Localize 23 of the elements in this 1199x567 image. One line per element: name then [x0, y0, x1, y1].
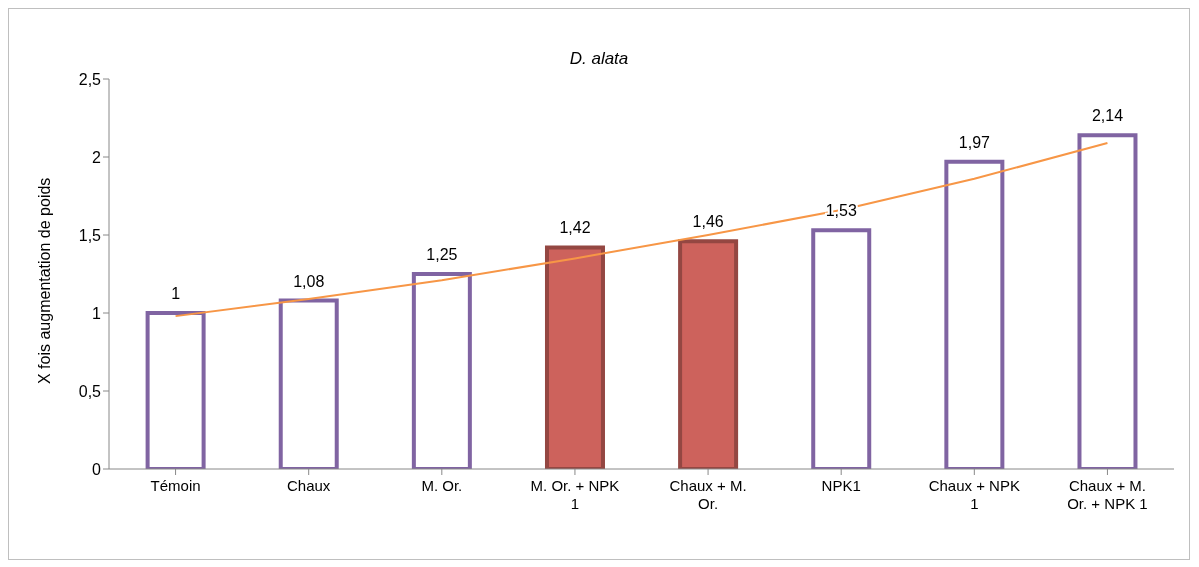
- x-tick-label: M. Or.: [421, 477, 463, 494]
- y-tick-label: 2,5: [78, 70, 102, 88]
- data-label: 2,14: [1091, 107, 1124, 125]
- y-tick-label: 0: [92, 460, 102, 478]
- data-label: 1,97: [958, 133, 991, 151]
- x-tick-label: Chaux: [287, 477, 331, 494]
- x-tick-label: NPK1: [821, 477, 861, 494]
- x-tick-label: Chaux + M. Or.: [669, 477, 747, 512]
- data-label: 1: [171, 285, 181, 302]
- x-tick-label: Témoin: [150, 477, 201, 494]
- y-tick-label: 2: [92, 148, 102, 166]
- y-tick-label: 0,5: [78, 382, 102, 400]
- x-tick-label: Chaux + NPK 1: [928, 477, 1020, 512]
- x-tick-label: Chaux + M. Or. + NPK 1: [1067, 477, 1148, 512]
- chart-title: D. alata: [568, 49, 630, 69]
- data-label: 1,46: [692, 213, 724, 231]
- y-tick-label: 1: [92, 304, 102, 322]
- data-label: 1,25: [426, 246, 458, 263]
- x-tick-label: M. Or. + NPK 1: [530, 477, 620, 512]
- y-tick-label: 1,5: [78, 226, 102, 244]
- data-label: 1,08: [293, 272, 325, 290]
- y-axis-title: X fois augmentation de poids: [35, 177, 53, 384]
- data-label: 1,42: [559, 219, 591, 237]
